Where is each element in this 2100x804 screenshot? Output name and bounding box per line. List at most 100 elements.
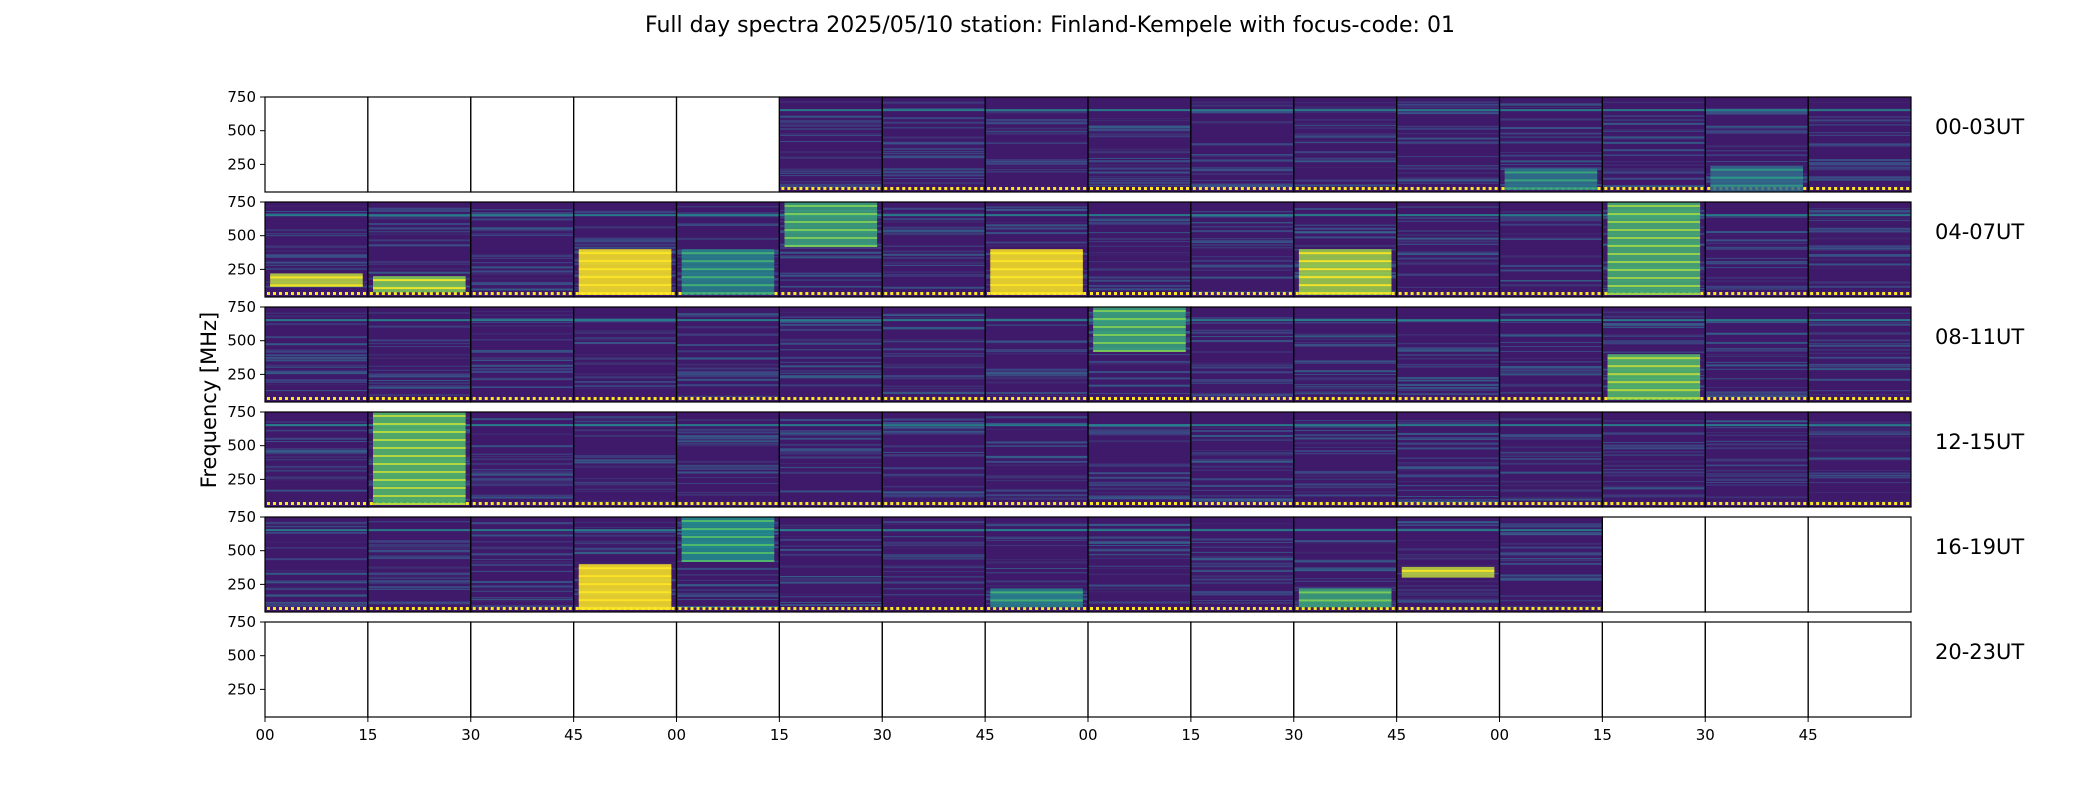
baseline-marker — [363, 292, 366, 295]
spectral-line — [882, 454, 986, 457]
panel-background — [985, 307, 1088, 402]
spectral-line — [1088, 276, 1191, 278]
baseline-marker — [1707, 187, 1711, 190]
baseline-marker — [327, 292, 330, 295]
baseline-marker — [1138, 397, 1141, 400]
spectral-line — [1499, 542, 1603, 545]
spectral-line — [1396, 539, 1500, 541]
baseline-marker — [435, 292, 439, 295]
spectral-line — [676, 237, 780, 239]
baseline-marker — [1192, 397, 1196, 400]
spectral-band — [882, 529, 986, 532]
spectral-line — [1602, 420, 1706, 422]
spectral-line — [470, 418, 574, 421]
spectral-line — [779, 538, 883, 541]
baseline-marker — [550, 502, 554, 505]
spectral-line — [1396, 564, 1500, 566]
baseline-marker — [1264, 397, 1268, 400]
baseline-marker — [902, 397, 906, 400]
baseline-marker — [738, 607, 742, 610]
baseline-marker — [1773, 397, 1777, 400]
baseline-marker — [435, 397, 439, 400]
baseline-marker — [369, 607, 373, 610]
baseline-marker — [453, 292, 457, 295]
baseline-marker — [568, 292, 572, 295]
baseline-marker — [1150, 187, 1153, 190]
spectral-band — [1705, 214, 1809, 217]
spectral-band — [882, 109, 986, 112]
baseline-marker — [556, 292, 560, 295]
baseline-marker — [327, 502, 330, 505]
baseline-marker — [859, 187, 863, 190]
spectral-line — [1293, 236, 1397, 238]
spectral-line — [1293, 151, 1397, 154]
panel-background — [1602, 97, 1706, 192]
spectral-band — [1293, 214, 1397, 217]
burst-stripe — [373, 471, 466, 473]
spectral-line — [1293, 391, 1397, 394]
spectral-line — [1190, 215, 1294, 218]
baseline-marker — [1391, 607, 1395, 610]
baseline-marker — [1126, 292, 1129, 295]
baseline-marker — [756, 397, 760, 400]
baseline-marker — [1470, 397, 1474, 400]
baseline-marker — [267, 292, 270, 295]
spectral-line — [1602, 469, 1706, 471]
baseline-marker — [1035, 187, 1039, 190]
panel-background — [1808, 202, 1911, 297]
baseline-marker — [1604, 292, 1608, 295]
baseline-marker — [817, 607, 821, 610]
spectral-line — [470, 469, 574, 471]
baseline-marker — [1216, 187, 1220, 190]
baseline-marker — [1258, 502, 1262, 505]
baseline-marker — [908, 292, 912, 295]
baseline-marker — [273, 397, 276, 400]
burst-stripe — [578, 268, 672, 271]
baseline-marker — [1537, 607, 1541, 610]
baseline-marker — [1458, 292, 1462, 295]
burst-stripe — [1607, 397, 1701, 400]
spectral-line — [779, 430, 883, 433]
baseline-marker — [502, 292, 506, 295]
burst-region — [1298, 249, 1392, 295]
spectral-line — [573, 547, 677, 550]
spectral-line — [265, 359, 368, 362]
baseline-marker — [1204, 292, 1208, 295]
spectral-line — [985, 207, 1088, 209]
spectral-line — [1293, 569, 1397, 571]
x-tick-label: 15 — [1593, 726, 1612, 744]
spectral-line — [1396, 237, 1500, 239]
baseline-marker — [1120, 607, 1123, 610]
spectral-line — [779, 133, 883, 135]
x-tick-label: 00 — [1078, 726, 1097, 744]
baseline-marker — [1156, 187, 1159, 190]
spectral-line — [1499, 256, 1603, 258]
burst-stripe — [681, 276, 775, 279]
baseline-marker — [1846, 187, 1850, 190]
baseline-marker — [1488, 397, 1492, 400]
baseline-marker — [841, 187, 845, 190]
baseline-marker — [1180, 397, 1183, 400]
spectral-line — [1602, 171, 1706, 174]
baseline-marker — [1174, 292, 1177, 295]
baseline-marker — [1906, 397, 1910, 400]
baseline-marker — [1096, 502, 1099, 505]
spectral-line — [367, 239, 471, 242]
spectral-line — [265, 588, 368, 590]
baseline-marker — [1011, 502, 1015, 505]
y-tick-label: 500 — [227, 542, 256, 560]
spectral-line — [470, 314, 574, 316]
baseline-marker — [938, 502, 942, 505]
spectral-line — [1088, 485, 1191, 487]
spectral-line — [265, 349, 368, 351]
spectral-line — [367, 343, 471, 345]
spectral-line — [985, 572, 1088, 574]
spectral-band — [1396, 424, 1500, 427]
baseline-marker — [902, 502, 906, 505]
spectral-line — [1499, 369, 1603, 371]
baseline-marker — [1440, 187, 1444, 190]
baseline-marker — [1270, 502, 1274, 505]
baseline-marker — [920, 187, 924, 190]
spectral-line — [779, 115, 883, 118]
